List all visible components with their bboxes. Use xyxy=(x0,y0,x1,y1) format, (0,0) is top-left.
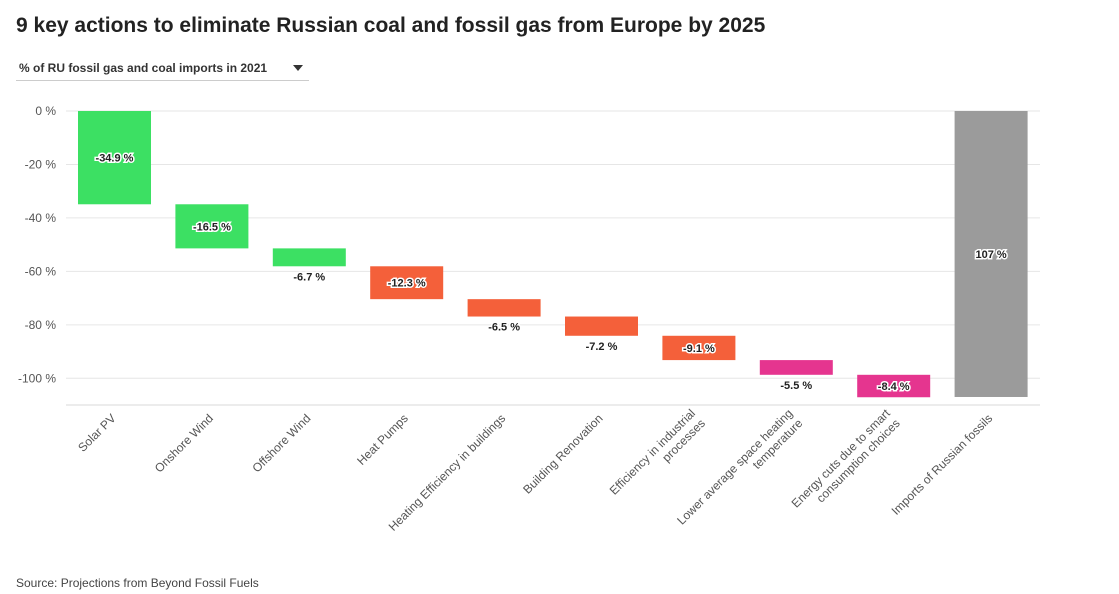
data-label: -5.5 % xyxy=(780,380,812,392)
waterfall-bar xyxy=(565,316,638,336)
x-tick-label-line: Imports of Russian fossils xyxy=(889,411,996,518)
waterfall-bar xyxy=(759,360,833,375)
data-label: -34.9 % xyxy=(96,153,134,165)
y-tick-label: -60 % xyxy=(25,264,57,278)
waterfall-bar xyxy=(954,111,1028,397)
source-note: Source: Projections from Beyond Fossil F… xyxy=(16,576,259,590)
data-label: -8.4 % xyxy=(878,381,910,393)
y-tick-label: -20 % xyxy=(25,157,57,171)
x-tick-label: Building Renovation xyxy=(520,411,605,496)
data-label: -9.1 % xyxy=(683,343,715,355)
y-tick-label: -100 % xyxy=(18,371,56,385)
dropdown-selected-label: % of RU fossil gas and coal imports in 2… xyxy=(19,61,268,75)
x-tick-label-line: Offshore Wind xyxy=(249,411,313,475)
y-tick-label: -40 % xyxy=(25,211,57,225)
x-tick-label: Heating Efficiency in buildings xyxy=(386,411,508,533)
data-label: -16.5 % xyxy=(193,221,231,233)
waterfall-bar xyxy=(175,204,249,249)
x-tick-label-line: Building Renovation xyxy=(520,411,605,496)
data-label: -7.2 % xyxy=(586,341,618,353)
metric-dropdown[interactable]: % of RU fossil gas and coal imports in 2… xyxy=(16,56,309,81)
x-tick-label-line: Heating Efficiency in buildings xyxy=(386,411,508,533)
x-tick-label-line: Efficiency in industrial xyxy=(607,406,698,497)
x-tick-label-line: Heat Pumps xyxy=(354,411,411,468)
x-tick-label-line: Onshore Wind xyxy=(152,411,216,475)
waterfall-bar xyxy=(78,111,151,205)
waterfall-bar xyxy=(272,248,346,267)
y-tick-label: 0 % xyxy=(35,104,56,118)
y-tick-label: -80 % xyxy=(25,318,57,332)
data-label: -6.7 % xyxy=(293,271,325,283)
data-label: -6.5 % xyxy=(488,322,520,334)
data-label: 107 % xyxy=(975,249,1006,261)
x-tick-label: Imports of Russian fossils xyxy=(889,411,996,518)
waterfall-bar xyxy=(662,335,736,361)
data-label: -12.3 % xyxy=(388,278,426,290)
chart-title: 9 key actions to eliminate Russian coal … xyxy=(16,14,766,37)
waterfall-bar xyxy=(857,374,931,398)
x-tick-label: Heat Pumps xyxy=(354,411,411,468)
x-tick-label-line: Solar PV xyxy=(75,411,118,454)
x-tick-label: Energy cuts due to smartconsumption choi… xyxy=(789,406,904,521)
chevron-down-icon[interactable] xyxy=(293,65,303,71)
x-tick-label: Offshore Wind xyxy=(249,411,313,475)
x-tick-label: Onshore Wind xyxy=(152,411,216,475)
waterfall-bar xyxy=(467,299,541,317)
x-tick-label-line: consumption choices xyxy=(814,416,903,505)
waterfall-bar xyxy=(370,266,444,300)
x-tick-label: Efficiency in industrialprocesses xyxy=(607,406,708,507)
x-tick-label-line: Energy cuts due to smart xyxy=(789,406,894,511)
x-tick-label: Solar PV xyxy=(75,411,118,454)
